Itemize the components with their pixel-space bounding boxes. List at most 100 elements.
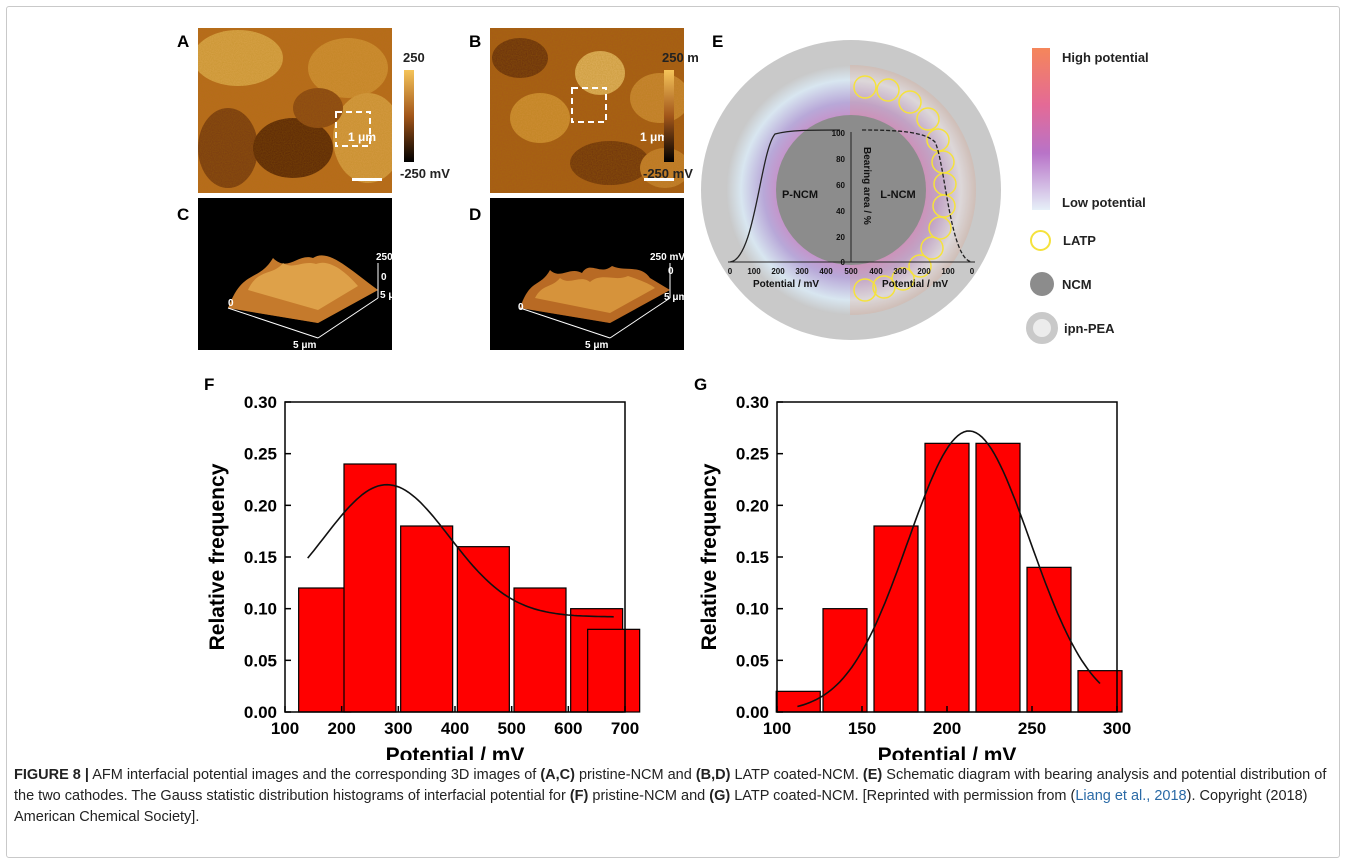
xtick-F-4: 500 xyxy=(497,719,525,738)
ylabel-G: Relative frequency xyxy=(698,463,721,650)
bar-G-2 xyxy=(873,525,919,713)
citation-link[interactable]: Liang et al., 2018 xyxy=(1075,788,1187,804)
legend-ipn: ipn-PEA xyxy=(1026,312,1115,344)
bar-G-0 xyxy=(775,690,821,713)
xtick-G-0: 100 xyxy=(763,719,791,738)
legend-latp: LATP xyxy=(1030,230,1096,251)
colorbar-b-top: 250 m xyxy=(662,50,699,65)
c-y-label: 5 μm xyxy=(380,290,392,301)
ylabel-F: Relative frequency xyxy=(206,463,229,650)
panel-label-g: G xyxy=(694,375,708,394)
caption-figure-label: FIGURE 8 | xyxy=(14,767,89,783)
afm-3d-c: 250 mV 0 5 μm 0 5 μm xyxy=(198,198,392,350)
potential-colorbar xyxy=(1032,48,1050,210)
afm-image-a xyxy=(198,28,392,193)
e-lncm-label: L-NCM xyxy=(880,189,915,201)
svg-text:400: 400 xyxy=(819,267,833,276)
bar-F-6 xyxy=(587,628,641,713)
colorbar-a-bottom: -250 mV xyxy=(400,166,450,181)
svg-text:400: 400 xyxy=(869,267,883,276)
svg-text:20: 20 xyxy=(836,233,845,242)
e-xlabel-right: Potential / mV xyxy=(882,279,948,290)
svg-text:60: 60 xyxy=(836,181,845,190)
e-x-ticks-left: 0 100 200 300 400 500 xyxy=(728,267,858,276)
xlabel-F: Potential / mV xyxy=(386,744,525,760)
ytick-F-2: 0.10 xyxy=(244,600,277,619)
svg-text:0: 0 xyxy=(728,267,733,276)
bar-F-4 xyxy=(513,587,567,713)
colorbar-a-top: 250 xyxy=(403,50,425,65)
bar-G-1 xyxy=(822,608,868,713)
ytick-F-3: 0.15 xyxy=(244,548,277,567)
figure-frame xyxy=(6,6,1340,858)
ncm-icon xyxy=(1030,272,1054,296)
xtick-F-0: 100 xyxy=(271,719,299,738)
ytick-G-5: 0.25 xyxy=(736,445,769,464)
xtick-G-1: 150 xyxy=(848,719,876,738)
svg-text:100: 100 xyxy=(747,267,761,276)
bar-G-6 xyxy=(1077,670,1123,713)
c-z-label: 250 mV xyxy=(376,252,392,263)
d-y-label: 5 μm xyxy=(664,292,684,303)
xtick-F-5: 600 xyxy=(554,719,582,738)
legend-low: Low potential xyxy=(1062,195,1146,210)
xlabel-G: Potential / mV xyxy=(878,744,1017,760)
svg-text:40: 40 xyxy=(836,207,845,216)
figure-caption: FIGURE 8 | AFM interfacial potential ima… xyxy=(14,767,1327,825)
panel-label-e: E xyxy=(712,32,724,51)
legend-ncm: NCM xyxy=(1030,272,1092,296)
c-x-label: 5 μm xyxy=(293,340,316,350)
ipn-pea-icon xyxy=(1026,312,1058,344)
latp-particles xyxy=(853,75,957,302)
ytick-G-6: 0.30 xyxy=(736,393,769,412)
xtick-G-4: 300 xyxy=(1103,719,1131,738)
latp-icon xyxy=(1030,230,1051,251)
panel-label-d: D xyxy=(469,205,482,224)
ytick-G-3: 0.15 xyxy=(736,548,769,567)
svg-text:100: 100 xyxy=(941,267,955,276)
e-xlabel-left: Potential / mV xyxy=(753,279,819,290)
c-origin-label: 0 xyxy=(228,298,234,309)
xtick-F-2: 300 xyxy=(384,719,412,738)
ytick-F-6: 0.30 xyxy=(244,393,277,412)
e-ylabel: Bearing area / % xyxy=(861,147,872,225)
svg-text:200: 200 xyxy=(771,267,785,276)
e-pncm-label: P-NCM xyxy=(782,189,818,201)
svg-text:0: 0 xyxy=(841,258,846,267)
bar-F-2 xyxy=(400,525,454,713)
histogram-g: 0.00 0.05 0.10 0.15 0.20 0.25 0.30 100 150 200 250… xyxy=(698,393,1131,760)
ytick-G-1: 0.05 xyxy=(736,651,769,670)
bar-F-1 xyxy=(343,463,397,713)
svg-text:0: 0 xyxy=(970,267,975,276)
afm-3d-d: 250 mV 0 5 μm 0 5 μm xyxy=(490,198,684,350)
svg-text:500: 500 xyxy=(844,267,858,276)
xtick-F-6: 700 xyxy=(611,719,639,738)
svg-text:80: 80 xyxy=(836,155,845,164)
gauss-fit-G xyxy=(797,430,1101,708)
ytick-F-0: 0.00 xyxy=(244,703,277,722)
scale-bar-a: 1 μm xyxy=(348,130,377,144)
panel-label-a: A xyxy=(177,32,190,51)
ytick-F-5: 0.25 xyxy=(244,445,277,464)
panel-label-b: B xyxy=(469,32,482,51)
panel-label-c: C xyxy=(177,205,190,224)
bar-G-4 xyxy=(975,442,1021,713)
legend-high: High potential xyxy=(1062,50,1149,65)
bar-G-5 xyxy=(1026,566,1072,713)
ytick-G-4: 0.20 xyxy=(736,496,769,515)
colorbar-b-bottom: -250 mV xyxy=(643,166,693,181)
scale-bar-b: 1 μm xyxy=(640,130,669,144)
svg-text:300: 300 xyxy=(893,267,907,276)
xtick-G-3: 250 xyxy=(1018,719,1046,738)
d-x-label: 5 μm xyxy=(585,340,608,350)
d-z-label: 250 mV xyxy=(650,252,684,263)
svg-text:200: 200 xyxy=(917,267,931,276)
svg-text:100: 100 xyxy=(832,129,846,138)
colorbar-b xyxy=(664,70,674,162)
ytick-F-4: 0.20 xyxy=(244,496,277,515)
panel-label-f: F xyxy=(204,375,215,394)
bar-F-3 xyxy=(456,546,510,713)
bar-G-3 xyxy=(924,442,970,713)
ytick-G-2: 0.10 xyxy=(736,600,769,619)
xtick-F-3: 400 xyxy=(441,719,469,738)
